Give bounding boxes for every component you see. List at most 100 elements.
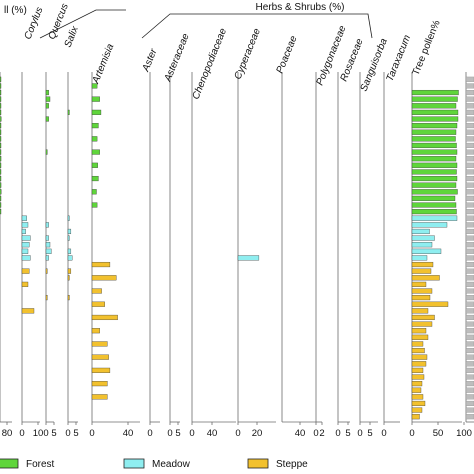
bar bbox=[45, 116, 49, 122]
legend-label: Steppe bbox=[276, 459, 308, 470]
bar bbox=[411, 361, 427, 367]
bar bbox=[45, 248, 52, 254]
bar bbox=[465, 400, 474, 406]
legend-swatch bbox=[0, 458, 19, 469]
bar bbox=[91, 83, 98, 89]
bar bbox=[465, 222, 474, 228]
bar bbox=[411, 341, 424, 347]
tick-label: 0 bbox=[313, 428, 318, 439]
legend-item-forest: Forest bbox=[0, 458, 55, 470]
bar bbox=[411, 228, 430, 235]
bar bbox=[465, 103, 474, 109]
bar bbox=[67, 235, 70, 241]
bar bbox=[91, 367, 111, 373]
bar bbox=[411, 242, 433, 248]
bar bbox=[465, 248, 474, 254]
column-salix: 0 5 Salix bbox=[63, 24, 82, 439]
bar bbox=[91, 136, 98, 142]
bar bbox=[0, 195, 2, 201]
tick-label: 5 bbox=[73, 428, 78, 439]
bar bbox=[411, 367, 424, 373]
tick-label: 0 bbox=[43, 428, 48, 439]
bar bbox=[465, 189, 474, 195]
bar bbox=[411, 149, 458, 155]
bar bbox=[411, 202, 457, 208]
column-poaceae: 40 Poaceae bbox=[275, 34, 316, 439]
bar bbox=[411, 400, 426, 407]
bar bbox=[411, 195, 456, 201]
bar bbox=[411, 261, 434, 268]
bar bbox=[465, 109, 474, 115]
bar bbox=[465, 123, 474, 129]
bar bbox=[21, 235, 31, 241]
bar bbox=[91, 328, 100, 334]
bar bbox=[91, 175, 99, 182]
taxon-label: Cyperaceae bbox=[233, 27, 264, 82]
bar bbox=[0, 89, 2, 96]
bar bbox=[411, 255, 428, 261]
tick-label: 0 bbox=[89, 428, 94, 439]
bar bbox=[45, 235, 49, 241]
bar bbox=[465, 361, 474, 367]
bar bbox=[411, 136, 456, 142]
bar bbox=[465, 262, 474, 268]
bar bbox=[67, 268, 72, 274]
legend-item-steppe: Steppe bbox=[247, 458, 308, 470]
bar bbox=[411, 116, 459, 122]
bar bbox=[45, 295, 48, 301]
bar bbox=[465, 354, 474, 360]
bar bbox=[411, 387, 422, 393]
bar bbox=[465, 387, 474, 393]
bar bbox=[411, 301, 449, 307]
column-artemisia: 0 40 Artemisia bbox=[89, 42, 140, 439]
bar bbox=[465, 235, 474, 241]
bar bbox=[21, 222, 29, 228]
column-unnamed-15 bbox=[465, 72, 474, 423]
column-aster: 0 Aster bbox=[140, 47, 160, 439]
trees-group-bracket bbox=[39, 9, 126, 39]
taxon-label: Aster bbox=[140, 47, 160, 74]
legend-swatch bbox=[247, 458, 269, 469]
column-cyperaceae: 0 20 Cyperaceae bbox=[233, 27, 276, 439]
bar bbox=[45, 268, 48, 274]
tick-label: 5 bbox=[345, 428, 350, 439]
taxon-label: Tree pollen% bbox=[411, 19, 443, 78]
column-tree-pollen-: 0 50 100 Tree pollen% bbox=[409, 19, 472, 439]
bar bbox=[411, 89, 459, 96]
bar bbox=[411, 308, 429, 314]
legend-swatch bbox=[123, 458, 145, 469]
bar bbox=[465, 407, 474, 413]
tick-label: 5 bbox=[367, 428, 372, 439]
bar bbox=[465, 142, 474, 148]
bar bbox=[0, 83, 2, 89]
bar bbox=[465, 116, 474, 122]
bar bbox=[465, 328, 474, 334]
bar bbox=[465, 301, 474, 307]
bar bbox=[91, 394, 108, 400]
bar bbox=[465, 275, 474, 281]
bar bbox=[0, 189, 2, 195]
bar bbox=[465, 228, 474, 234]
bar bbox=[21, 268, 30, 274]
bar bbox=[91, 123, 99, 129]
bar bbox=[411, 248, 442, 254]
legend: Forest Meadow Steppe bbox=[0, 458, 308, 470]
bar bbox=[21, 308, 35, 314]
tick-label: 2 bbox=[319, 428, 324, 439]
bar bbox=[45, 89, 49, 96]
bar bbox=[465, 182, 474, 188]
bar bbox=[411, 169, 457, 175]
bar bbox=[0, 76, 2, 82]
bar bbox=[45, 96, 51, 102]
bar bbox=[411, 123, 458, 129]
bar bbox=[465, 83, 474, 89]
bar bbox=[67, 295, 70, 301]
bar bbox=[465, 90, 474, 96]
bar bbox=[465, 76, 474, 82]
bar bbox=[465, 348, 474, 354]
bar bbox=[411, 235, 435, 241]
bar bbox=[465, 334, 474, 340]
bar bbox=[0, 116, 2, 122]
